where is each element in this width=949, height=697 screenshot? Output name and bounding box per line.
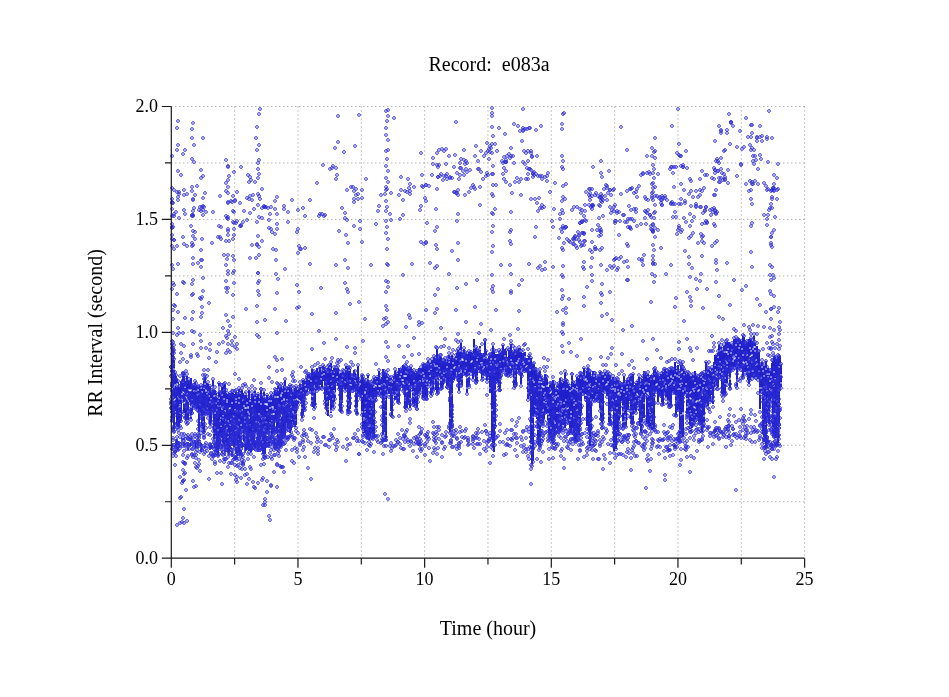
svg-text:20: 20 xyxy=(669,569,687,589)
svg-text:0.0: 0.0 xyxy=(136,548,159,568)
svg-text:RR Interval (second): RR Interval (second) xyxy=(84,249,107,417)
svg-text:25: 25 xyxy=(796,569,814,589)
svg-text:15: 15 xyxy=(542,569,560,589)
svg-text:Time (hour): Time (hour) xyxy=(440,617,536,640)
svg-text:5: 5 xyxy=(294,569,303,589)
svg-text:0.5: 0.5 xyxy=(136,435,159,455)
svg-text:10: 10 xyxy=(416,569,434,589)
svg-text:0: 0 xyxy=(167,569,176,589)
svg-text:2.0: 2.0 xyxy=(136,96,159,116)
svg-text:1.0: 1.0 xyxy=(136,322,159,342)
svg-text:1.5: 1.5 xyxy=(136,209,159,229)
svg-text:Record: e083a: Record: e083a xyxy=(428,53,549,75)
